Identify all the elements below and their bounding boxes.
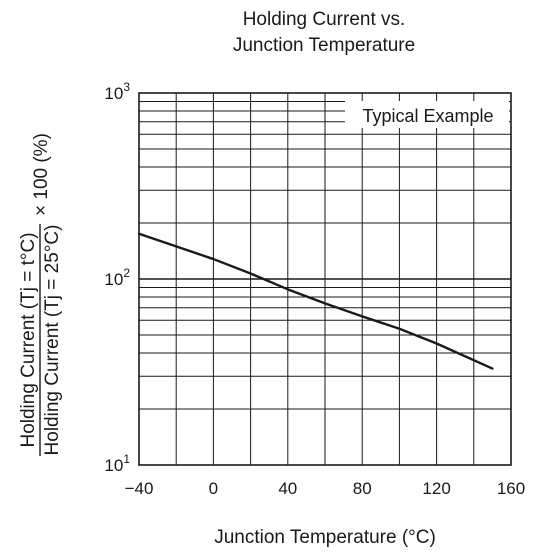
- x-tick-label: 160: [497, 479, 525, 498]
- y-tick-labels: 101 102 103: [104, 80, 130, 475]
- grid: [139, 93, 511, 465]
- x-tick-labels: −40 0 40 80 120 160: [125, 479, 526, 498]
- x-tick-label: 80: [353, 479, 372, 498]
- series-layer: [137, 232, 494, 370]
- legend-background: [345, 101, 509, 128]
- y-tick-label: 102: [104, 266, 130, 289]
- chart-title-line1: Holding Current vs.: [243, 9, 406, 30]
- y-axis-label: Holding Current (Tj = t°C) Holding Curre…: [18, 133, 63, 456]
- x-tick-label: 0: [209, 479, 218, 498]
- plot-frame: [138, 92, 512, 466]
- x-axis-label: Junction Temperature (°C): [214, 527, 436, 548]
- legend-label: Typical Example: [362, 106, 493, 126]
- holding-current-curve: [137, 232, 494, 370]
- y-tick-label: 101: [104, 452, 130, 475]
- legend: Typical Example: [345, 101, 509, 128]
- x-tick-label: 120: [422, 479, 450, 498]
- y-axis-label-denominator: Holding Current (Tj = 25°C): [42, 225, 63, 456]
- x-tick-label: 40: [278, 479, 297, 498]
- y-axis-label-numerator: Holding Current (Tj = t°C): [18, 232, 39, 447]
- x-tick-label: −40: [125, 479, 154, 498]
- chart-title-line2: Junction Temperature: [233, 35, 415, 56]
- y-tick-label: 103: [104, 80, 130, 103]
- y-axis-label-suffix: × 100 (%): [31, 133, 52, 216]
